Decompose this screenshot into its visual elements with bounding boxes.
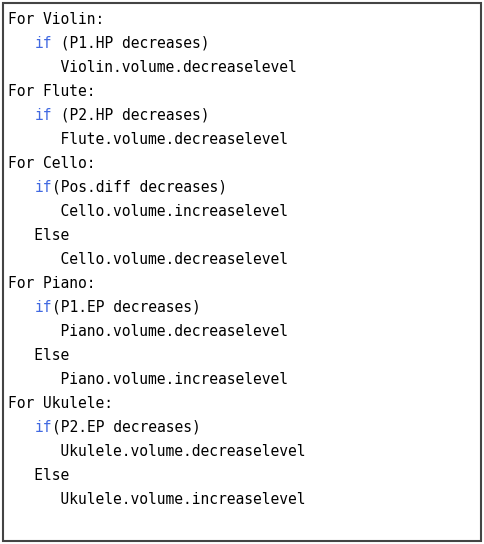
Text: For Cello:: For Cello: bbox=[8, 156, 95, 171]
Text: if: if bbox=[34, 300, 52, 315]
Text: (P2.EP decreases): (P2.EP decreases) bbox=[52, 420, 200, 435]
Text: Else: Else bbox=[8, 468, 69, 483]
Text: Else: Else bbox=[8, 228, 69, 243]
Text: (P1.EP decreases): (P1.EP decreases) bbox=[52, 300, 200, 315]
Text: For Ukulele:: For Ukulele: bbox=[8, 396, 113, 411]
Text: Cello.volume.decreaselevel: Cello.volume.decreaselevel bbox=[8, 252, 288, 267]
Text: For Violin:: For Violin: bbox=[8, 12, 104, 27]
Text: (P2.HP decreases): (P2.HP decreases) bbox=[52, 108, 209, 123]
Text: Violin.volume.decreaselevel: Violin.volume.decreaselevel bbox=[8, 60, 297, 75]
Text: Flute.volume.decreaselevel: Flute.volume.decreaselevel bbox=[8, 132, 288, 147]
Text: For Piano:: For Piano: bbox=[8, 276, 95, 291]
Text: if: if bbox=[34, 180, 52, 195]
Text: Else: Else bbox=[8, 348, 69, 363]
Text: if: if bbox=[34, 420, 52, 435]
Text: if: if bbox=[34, 108, 52, 123]
Text: Piano.volume.decreaselevel: Piano.volume.decreaselevel bbox=[8, 324, 288, 339]
Text: (P1.HP decreases): (P1.HP decreases) bbox=[52, 36, 209, 51]
Text: (Pos.diff decreases): (Pos.diff decreases) bbox=[52, 180, 227, 195]
Text: For Flute:: For Flute: bbox=[8, 84, 95, 99]
Text: Piano.volume.increaselevel: Piano.volume.increaselevel bbox=[8, 372, 288, 387]
Text: Ukulele.volume.decreaselevel: Ukulele.volume.decreaselevel bbox=[8, 444, 305, 459]
Text: if: if bbox=[34, 36, 52, 51]
Text: Cello.volume.increaselevel: Cello.volume.increaselevel bbox=[8, 204, 288, 219]
Text: Ukulele.volume.increaselevel: Ukulele.volume.increaselevel bbox=[8, 492, 305, 507]
